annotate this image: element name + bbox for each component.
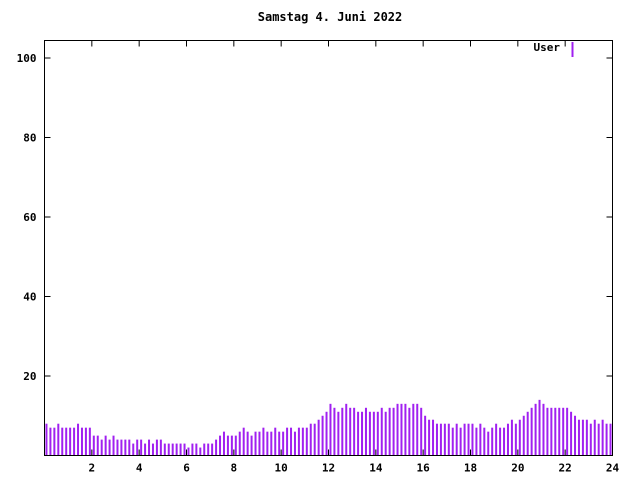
chart-title: Samstag 4. Juni 2022 <box>258 10 403 24</box>
x-tick-label: 18 <box>464 462 477 475</box>
x-tick-label: 20 <box>511 462 524 475</box>
x-tick-label: 4 <box>136 462 143 475</box>
x-tick-label: 16 <box>417 462 431 475</box>
x-tick-label: 24 <box>606 462 620 475</box>
x-tick-label: 6 <box>183 462 190 475</box>
legend-label: User <box>534 41 561 54</box>
x-tick-label: 12 <box>322 462 335 475</box>
y-tick-label: 100 <box>17 52 37 65</box>
y-tick-label: 80 <box>23 132 36 145</box>
x-tick-label: 14 <box>369 462 383 475</box>
x-tick-label: 22 <box>559 462 572 475</box>
plot-border <box>44 40 613 456</box>
y-tick-label: 20 <box>23 370 36 383</box>
y-tick-label: 60 <box>23 211 36 224</box>
x-tick-label: 10 <box>275 462 288 475</box>
x-tick-label: 8 <box>231 462 238 475</box>
y-tick-label: 40 <box>23 291 36 304</box>
x-tick-label: 2 <box>89 462 96 475</box>
